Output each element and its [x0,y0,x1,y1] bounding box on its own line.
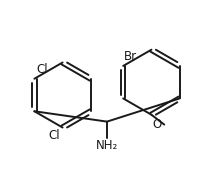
Text: Cl: Cl [36,63,48,76]
Text: O: O [152,118,162,131]
Text: Cl: Cl [48,129,60,142]
Text: Br: Br [124,50,137,63]
Text: NH₂: NH₂ [96,139,118,152]
